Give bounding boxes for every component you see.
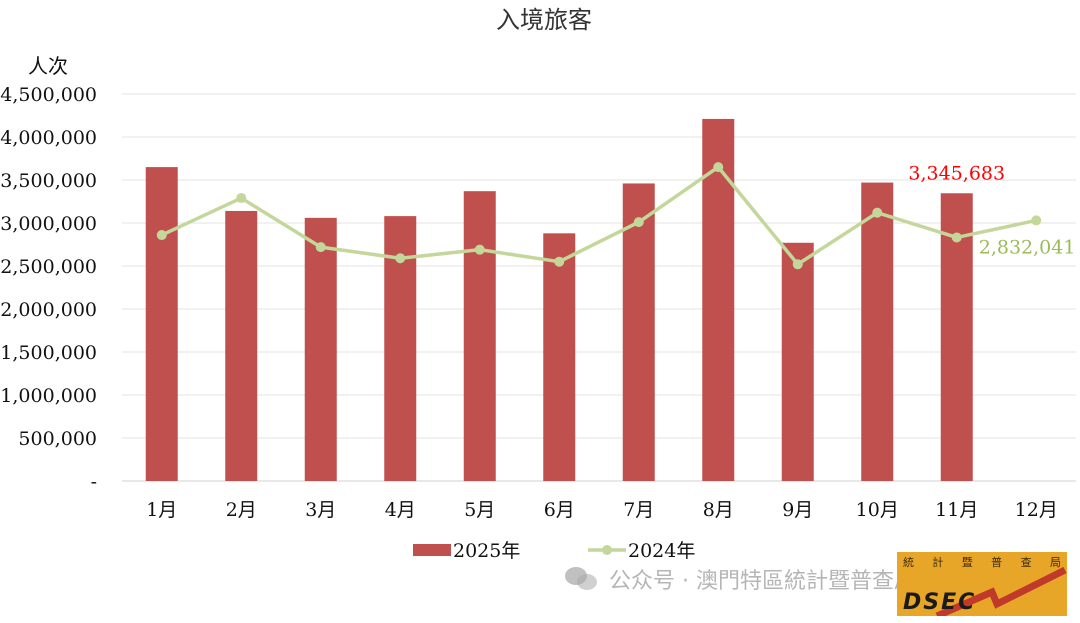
data-label: 3,345,683 xyxy=(908,162,1005,184)
line-point xyxy=(554,256,565,267)
y-tick-label: 500,000 xyxy=(18,428,97,450)
legend-marker-2024 xyxy=(602,545,612,555)
logo-char: 統 xyxy=(903,556,914,569)
dsec-logo: 統 計 暨 普 查 局 DSEC xyxy=(897,552,1067,616)
x-tick-label: 6月 xyxy=(544,499,575,521)
logo-text: DSEC xyxy=(903,590,977,615)
line-point xyxy=(1031,215,1042,226)
y-axis-label: 人次 xyxy=(28,54,68,78)
data-labels: 3,345,683 2,832,041 xyxy=(908,162,1075,258)
logo-char: 局 xyxy=(1049,556,1061,569)
line-point xyxy=(633,217,644,228)
y-tick-label: 4,500,000 xyxy=(0,84,97,106)
chart-title: 入境旅客 xyxy=(496,6,592,34)
x-tick-label: 8月 xyxy=(703,499,734,521)
x-tick-label: 7月 xyxy=(623,499,654,521)
y-tick-labels: - 500,000 1,000,000 1,500,000 2,000,000 2,500… xyxy=(0,84,97,493)
bar xyxy=(463,191,496,481)
x-tick-labels: 1月 2月 3月 4月 5月 6月 7月 8月 9月 10月 11月 12月 xyxy=(146,499,1058,521)
line-point xyxy=(792,259,803,270)
line-point xyxy=(713,162,724,173)
logo-char: 普 xyxy=(991,556,1003,569)
bar xyxy=(543,233,576,481)
y-tick-label: 3,000,000 xyxy=(0,213,97,235)
x-tick-label: 3月 xyxy=(305,499,336,521)
y-tick-label: 2,500,000 xyxy=(0,256,97,278)
bar xyxy=(225,210,258,481)
x-tick-label: 10月 xyxy=(856,499,899,521)
logo-chars: 統計暨普查局 xyxy=(903,554,1061,570)
data-label: 2,832,041 xyxy=(979,236,1076,258)
line-point xyxy=(315,242,326,253)
line-path xyxy=(161,165,1037,267)
bar xyxy=(304,217,337,481)
line-point xyxy=(395,253,406,264)
bar xyxy=(145,167,178,481)
legend-label-2025: 2025年 xyxy=(453,540,520,562)
bar xyxy=(781,242,814,481)
wechat-icon xyxy=(565,565,599,593)
line-point xyxy=(951,232,962,243)
x-tick-label: 11月 xyxy=(935,499,978,521)
line-point xyxy=(872,207,883,218)
logo-char: 暨 xyxy=(961,556,973,569)
gridlines xyxy=(122,93,1076,482)
line-point xyxy=(474,244,485,255)
bar-series-2025 xyxy=(145,118,973,482)
x-tick-label: 2月 xyxy=(226,499,257,521)
legend-swatch-2025 xyxy=(413,544,451,556)
y-tick-label: 2,000,000 xyxy=(0,299,97,321)
y-tick-label: 1,000,000 xyxy=(0,385,97,407)
x-tick-label: 1月 xyxy=(146,499,177,521)
y-tick-label: - xyxy=(91,471,97,493)
bar xyxy=(622,183,655,481)
legend: 2025年 2024年 xyxy=(413,540,695,562)
logo-char: 查 xyxy=(1020,556,1032,569)
y-tick-label: 3,500,000 xyxy=(0,170,97,192)
logo-char: 計 xyxy=(932,556,944,569)
watermark: 公众号 · 澳門特區統計暨普查局 xyxy=(565,562,916,596)
bar xyxy=(861,182,894,481)
y-tick-label: 4,000,000 xyxy=(0,127,97,149)
logo-graphic xyxy=(935,566,1067,616)
x-tick-label: 12月 xyxy=(1015,499,1058,521)
y-tick-label: 1,500,000 xyxy=(0,342,97,364)
legend-label-2024: 2024年 xyxy=(628,540,695,562)
x-tick-label: 4月 xyxy=(385,499,416,521)
line-point xyxy=(156,230,167,241)
x-tick-label: 9月 xyxy=(782,499,813,521)
watermark-text: 公众号 · 澳門特區統計暨普查局 xyxy=(609,569,916,594)
line-point xyxy=(236,193,247,204)
x-tick-label: 5月 xyxy=(464,499,495,521)
line-series-2024 xyxy=(156,162,1042,270)
